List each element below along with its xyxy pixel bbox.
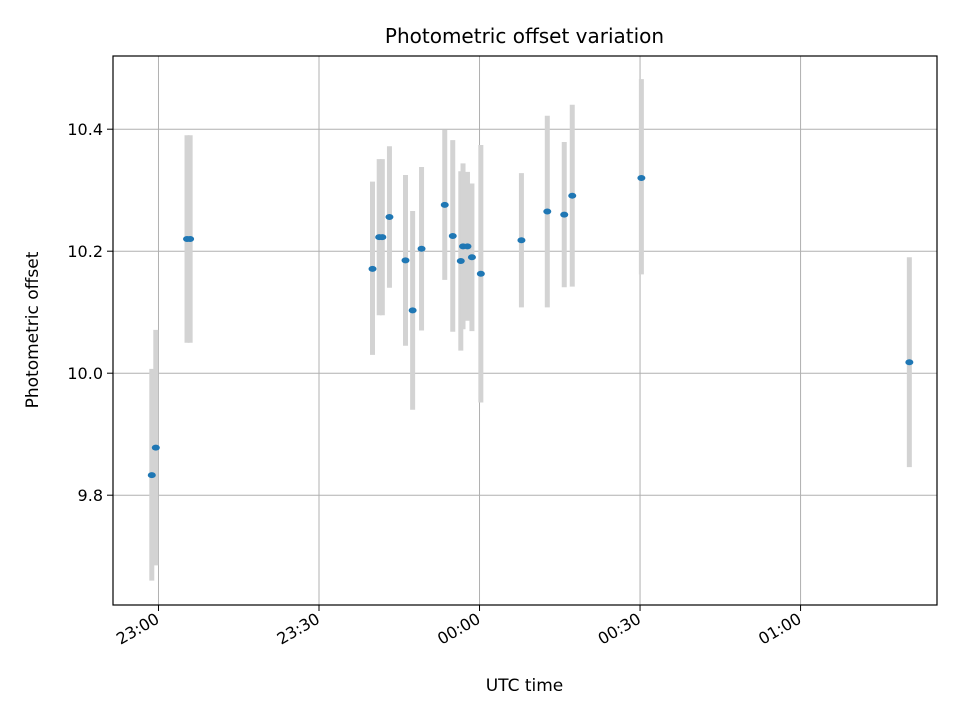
data-point: [905, 359, 914, 366]
data-point: [568, 192, 577, 199]
data-point: [517, 237, 526, 244]
data-point: [543, 208, 552, 215]
data-points: [147, 175, 914, 479]
y-tick-label: 10.4: [67, 120, 103, 139]
x-axis-label: UTC time: [486, 676, 564, 696]
data-point: [401, 257, 410, 264]
y-tick-label: 10.2: [67, 242, 103, 261]
data-point: [448, 232, 457, 239]
data-point: [368, 265, 377, 272]
y-tick-label: 10.0: [67, 364, 103, 383]
data-point: [440, 201, 449, 208]
data-point: [467, 254, 476, 261]
y-tick-label: 9.8: [78, 486, 103, 505]
data-point: [476, 270, 485, 277]
data-point: [463, 243, 472, 250]
y-axis-label: Photometric offset: [23, 251, 43, 408]
data-point: [385, 214, 394, 221]
data-point: [151, 444, 160, 451]
data-point: [186, 236, 195, 242]
y-axis-ticks: 9.8 10.0 10.2 10.4: [67, 120, 113, 505]
data-point: [417, 245, 426, 252]
data-point: [408, 307, 417, 314]
data-point: [560, 211, 569, 218]
plot-area-frame: [112, 55, 938, 606]
data-point: [147, 472, 156, 479]
chart-title: Photometric offset variation: [385, 24, 664, 48]
data-point: [456, 257, 465, 264]
data-point: [378, 234, 387, 241]
data-point: [637, 175, 646, 181]
